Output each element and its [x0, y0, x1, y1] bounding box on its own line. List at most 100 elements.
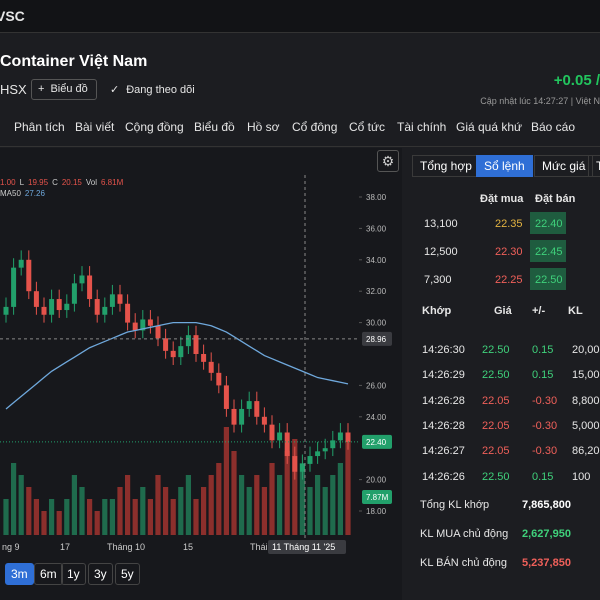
summary-label: KL MUA chủ động — [420, 528, 509, 540]
candle-body — [345, 432, 351, 442]
candle-body — [125, 303, 131, 323]
trade-header: Giá — [494, 305, 512, 317]
nav-tab[interactable]: Phân tích — [14, 120, 65, 134]
candle-body — [41, 306, 47, 315]
chart-button-label: Biểu đồ — [50, 83, 88, 95]
x-label: ng 9 — [2, 542, 20, 552]
nav-tab[interactable]: Biểu đồ — [194, 120, 235, 134]
candle-body — [33, 291, 39, 307]
ask-price: 22.40 — [535, 218, 563, 230]
y-tick-label: 34.00 — [366, 256, 387, 265]
summary-value: 7,865,800 — [522, 499, 571, 511]
nav-tab[interactable]: Cộng đồng — [125, 120, 184, 134]
x-label: Thái — [250, 542, 268, 552]
candle-body — [246, 401, 252, 409]
y-tick-label: 18.00 — [366, 507, 387, 516]
range-button[interactable]: 5y — [115, 563, 140, 585]
follow[interactable]: ✓ Đang theo dõi — [110, 84, 195, 96]
nav: Phân tích Bài viết Cộng đồng Biểu đồ Hồ sơ Cổ… — [0, 120, 600, 144]
nav-tab[interactable]: Hồ sơ — [247, 120, 280, 134]
nav-tab[interactable]: Tài chính — [397, 120, 447, 134]
trade-cell: -0.30 — [532, 394, 558, 407]
chart-button[interactable]: + Biểu đồ — [31, 79, 97, 100]
legend-item: 19.95 — [28, 178, 49, 187]
volume-bar — [231, 451, 237, 535]
settings[interactable]: ⚙ — [377, 150, 399, 172]
ma50-line — [5, 321, 349, 410]
trade-cell: 22.05 — [482, 445, 510, 458]
volume-bar — [26, 487, 32, 535]
range-button[interactable]: 3m — [5, 563, 34, 585]
nav-tab[interactable]: Báo cáo — [531, 120, 576, 134]
candle-body — [18, 259, 24, 268]
volume-bar — [56, 511, 62, 535]
panel-tab[interactable]: Tổng hợp — [412, 155, 480, 177]
summary-value: 5,237,850 — [522, 557, 571, 569]
candle-body — [87, 275, 93, 300]
candle-body — [56, 299, 62, 311]
candle-body — [102, 306, 108, 315]
ask-price: 22.50 — [535, 274, 563, 286]
volume-bar — [284, 451, 290, 535]
trade-cell: 20,000 — [572, 344, 600, 356]
candle-body — [299, 463, 305, 472]
panel-tab[interactable]: Th — [588, 155, 600, 177]
candle-body — [201, 354, 207, 362]
legend-item: 20.15 — [62, 178, 83, 187]
candle-body — [254, 401, 260, 417]
bid-price: 22.35 — [495, 218, 523, 230]
book-volume: 7,300 — [424, 274, 452, 286]
candle-body — [178, 346, 184, 358]
candle-body — [261, 416, 267, 425]
panel-tab[interactable]: Mức giá — [534, 155, 594, 177]
nav-tab[interactable]: Cổ tức — [349, 120, 386, 134]
last-price-tag — [362, 434, 392, 449]
volume-bar — [246, 487, 252, 535]
volume-bar — [79, 487, 85, 535]
trade-cell: 0.15 — [532, 344, 554, 356]
range-button[interactable]: 1y — [61, 563, 86, 585]
y-tick-label: 36.00 — [366, 224, 387, 233]
nav-tab[interactable]: Cổ đông — [292, 120, 338, 134]
candle-body — [239, 408, 245, 425]
book-bg — [530, 240, 566, 262]
candle-body — [94, 299, 100, 315]
change: +0.05 / — [553, 72, 600, 89]
volume-bar — [102, 499, 108, 535]
book-volume: 12,500 — [424, 246, 458, 258]
bid-price: 22.25 — [495, 274, 523, 286]
candle-body — [330, 440, 336, 449]
volume-bar — [315, 475, 321, 535]
range-button[interactable]: 6m — [34, 563, 63, 585]
y-tick-label: 24.00 — [366, 413, 387, 422]
volume-bar — [299, 463, 305, 535]
trade-cell: -0.30 — [532, 419, 558, 432]
candle-body — [322, 448, 328, 452]
candle-body — [79, 275, 85, 284]
exchange: HSX — [0, 82, 27, 97]
candle-body — [163, 338, 169, 351]
volume-bar — [71, 475, 77, 535]
panel-tab[interactable]: Sổ lệnh — [476, 155, 533, 177]
volume-bar — [33, 499, 39, 535]
volume-bar — [254, 475, 260, 535]
trade-cell: 22.50 — [482, 369, 510, 382]
nav-tab[interactable]: Giá quá khứ — [456, 120, 523, 134]
volume-bar — [292, 439, 298, 535]
candle-body — [277, 432, 283, 441]
candle-body — [155, 325, 161, 339]
nav-tab[interactable]: Bài viết — [75, 120, 115, 134]
trade-cell: 0.15 — [532, 369, 554, 382]
volume-bar — [330, 475, 336, 535]
volume-bar — [337, 463, 343, 535]
candle-body — [11, 267, 17, 307]
range-button[interactable]: 3y — [88, 563, 113, 585]
candle-body — [147, 319, 153, 326]
volume-bar — [155, 475, 161, 535]
y-tick-label: 30.00 — [366, 319, 387, 328]
volume-tag — [362, 490, 392, 504]
volume-bar — [87, 499, 93, 535]
trade-cell: 14:26:28 — [422, 394, 465, 407]
candle-body — [292, 456, 298, 472]
follow-label: Đang theo dõi — [126, 84, 195, 96]
